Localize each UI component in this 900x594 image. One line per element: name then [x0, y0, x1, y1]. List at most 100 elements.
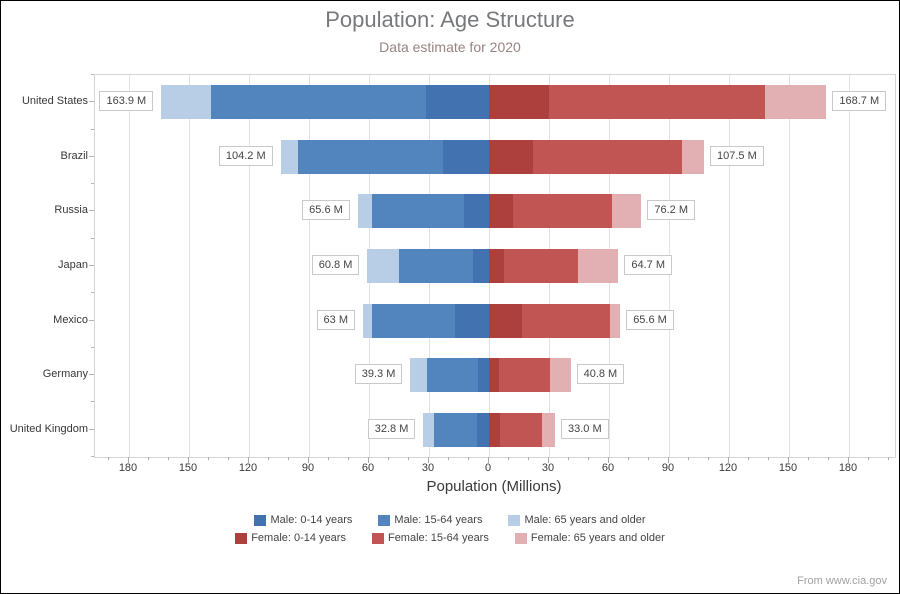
bar-segment-male-2[interactable]: [363, 303, 372, 338]
bar-segment-male-0[interactable]: [454, 303, 489, 338]
bar-segment-male-2[interactable]: [161, 85, 212, 120]
x-axis-tick-label: 120: [238, 462, 258, 474]
legend-label: Female: 0-14 years: [251, 532, 346, 544]
bar-segment-female-1[interactable]: [504, 249, 579, 283]
x-axis-minor-tick: [388, 457, 389, 460]
x-axis-major-tick: [608, 457, 609, 463]
x-axis-minor-tick: [208, 457, 209, 460]
gridline: [129, 75, 130, 457]
female-total-label: 65.6 M: [626, 309, 674, 330]
bar-segment-male-2[interactable]: [357, 194, 373, 229]
chart-title: Population: Age Structure: [325, 7, 575, 32]
legend-label: Male: 0-14 years: [270, 514, 353, 526]
category-label: United States: [21, 95, 88, 108]
bar-segment-female-0[interactable]: [489, 358, 499, 393]
bar-segment-female-2[interactable]: [549, 358, 571, 393]
bar-segment-male-1[interactable]: [211, 85, 427, 120]
bar-segment-female-2[interactable]: [578, 249, 619, 283]
x-axis-tick-label: 180: [118, 462, 138, 474]
bar-segment-female-1[interactable]: [512, 194, 612, 229]
bar-segment-female-0[interactable]: [489, 412, 501, 447]
bar-segment-female-0[interactable]: [489, 194, 513, 229]
x-axis-minor-tick: [808, 457, 809, 460]
y-axis-major-tick: [89, 210, 94, 212]
x-axis-major-tick: [668, 457, 669, 463]
bar-segment-male-0[interactable]: [463, 194, 489, 229]
bar-segment-female-1[interactable]: [549, 85, 765, 120]
male-total-label: 104.2 M: [218, 145, 273, 166]
legend-label: Male: 15-64 years: [394, 514, 483, 526]
bar-segment-male-2[interactable]: [367, 249, 399, 283]
bar-segment-male-1[interactable]: [426, 358, 479, 393]
y-axis-major-tick: [89, 428, 94, 430]
x-axis-major-tick: [548, 457, 549, 463]
bar-segment-male-1[interactable]: [298, 139, 444, 174]
bar-segment-female-2[interactable]: [541, 412, 555, 447]
source-attribution: From www.cia.gov: [797, 575, 887, 587]
bar-segment-female-1[interactable]: [500, 412, 542, 447]
bar-segment-male-0[interactable]: [477, 412, 489, 447]
bar-segment-female-1[interactable]: [499, 358, 550, 393]
legend-label: Female: 15-64 years: [387, 532, 489, 544]
bar-segment-female-2[interactable]: [764, 85, 827, 120]
legend-item: Female: 0-14 years: [235, 532, 346, 544]
x-axis-tick-label: 180: [838, 462, 858, 474]
legend-item: Male: 65 years and older: [508, 514, 646, 526]
x-axis-minor-tick: [828, 457, 829, 460]
bar-segment-female-1[interactable]: [521, 303, 610, 338]
x-axis-minor-tick: [568, 457, 569, 460]
gridline: [189, 75, 190, 457]
y-axis-major-tick: [89, 374, 94, 376]
bar-segment-female-2[interactable]: [609, 303, 621, 338]
bar-segment-male-1[interactable]: [434, 412, 478, 447]
legend-swatch-icon: [378, 514, 391, 526]
x-axis-minor-tick: [468, 457, 469, 460]
legend-row-male: Male: 0-14 years Male: 15-64 years Male: 6…: [254, 514, 646, 526]
x-axis-tick-label: 150: [778, 462, 798, 474]
x-axis-minor-tick: [688, 457, 689, 460]
category-label: Japan: [58, 259, 88, 271]
bar-segment-male-0[interactable]: [443, 139, 489, 174]
bar-segment-male-2[interactable]: [280, 139, 299, 174]
bar-segment-female-2[interactable]: [682, 139, 704, 174]
bar-segment-female-2[interactable]: [612, 194, 642, 229]
bar-segment-female-0[interactable]: [489, 139, 533, 174]
x-axis-major-tick: [368, 457, 369, 463]
bar-segment-female-0[interactable]: [489, 249, 505, 283]
y-axis-major-tick: [89, 101, 94, 103]
x-axis-minor-tick: [708, 457, 709, 460]
y-axis-minor-tick: [91, 237, 94, 239]
category-label: Russia: [54, 204, 88, 217]
bar-segment-female-1[interactable]: [532, 139, 683, 174]
bar-segment-male-1[interactable]: [371, 303, 455, 338]
male-total-label: 32.8 M: [367, 418, 416, 439]
x-axis-major-tick: [848, 457, 849, 463]
x-axis-title: Population (Millions): [426, 478, 562, 495]
legend-label: Male: 65 years and older: [524, 514, 646, 526]
male-total-label: 39.3 M: [354, 364, 403, 385]
legend-swatch-icon: [508, 514, 521, 526]
category-label: United Kingdom: [9, 422, 88, 435]
bar-segment-female-0[interactable]: [489, 303, 522, 338]
male-total-label: 65.6 M: [302, 200, 350, 221]
category-label: Germany: [42, 368, 88, 381]
legend-label: Female: 65 years and older: [530, 532, 665, 544]
bar-segment-male-1[interactable]: [398, 249, 473, 283]
y-axis-minor-tick: [91, 346, 94, 348]
category-label: Brazil: [60, 149, 88, 162]
bar-segment-male-0[interactable]: [426, 85, 489, 120]
x-axis-minor-tick: [288, 457, 289, 460]
x-axis-minor-tick: [168, 457, 169, 460]
gridline: [249, 75, 250, 457]
y-axis-major-tick: [89, 265, 94, 266]
x-axis-minor-tick: [328, 457, 329, 460]
bar-segment-male-0[interactable]: [473, 249, 489, 283]
x-axis-major-tick: [128, 457, 129, 463]
bar-segment-male-0[interactable]: [478, 358, 489, 393]
bar-segment-male-2[interactable]: [423, 412, 435, 447]
bar-segment-male-2[interactable]: [410, 358, 427, 393]
x-axis-tick-label: 120: [718, 462, 738, 474]
bar-segment-female-0[interactable]: [489, 85, 549, 120]
bar-segment-male-1[interactable]: [372, 194, 464, 229]
